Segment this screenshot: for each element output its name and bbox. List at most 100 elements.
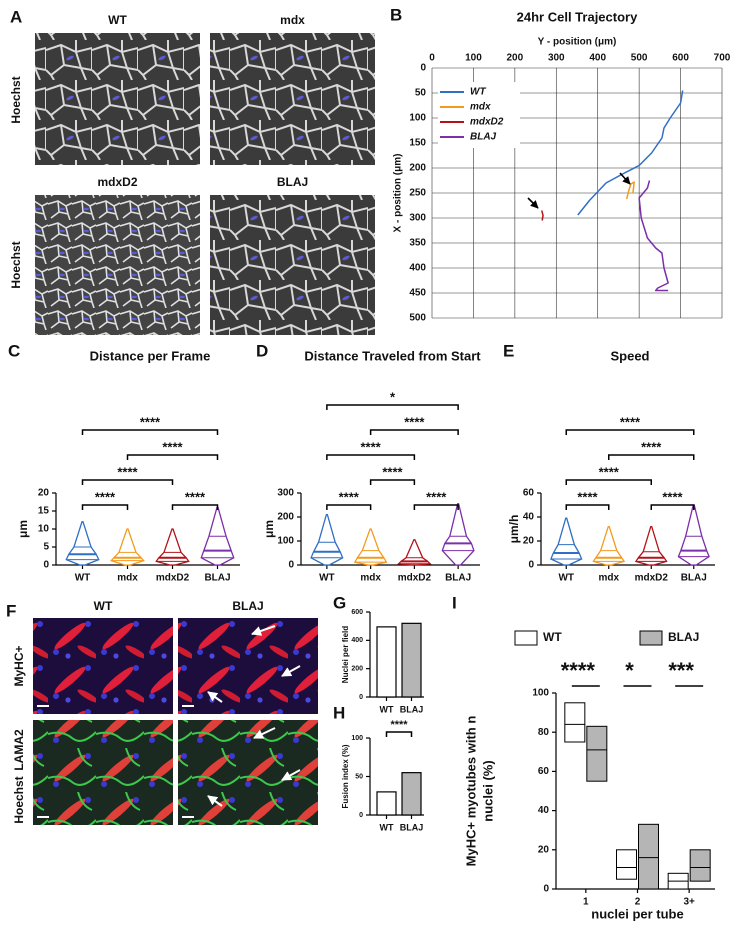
y-tick-label: 300 bbox=[409, 213, 426, 224]
y-tick-label: 0 bbox=[528, 560, 534, 571]
arrow bbox=[527, 197, 539, 209]
x-tick-label: WT bbox=[75, 573, 91, 584]
violin bbox=[592, 525, 626, 566]
legend-label: mdxD2 bbox=[470, 117, 504, 128]
significance-label: *** bbox=[668, 658, 694, 683]
legend-swatch bbox=[514, 630, 538, 646]
legend-label: WT bbox=[543, 630, 562, 644]
significance-bracket bbox=[608, 454, 695, 460]
x-tick-label: WT bbox=[319, 573, 335, 584]
y-tick-label: 80 bbox=[538, 727, 550, 738]
significance-label: **** bbox=[361, 439, 382, 454]
y-tick-label: 5 bbox=[43, 542, 49, 553]
significance-bracket bbox=[81, 504, 129, 510]
y-tick-label: 400 bbox=[351, 637, 363, 644]
significance-label: **** bbox=[117, 464, 138, 479]
y-tick-label: 50 bbox=[355, 773, 363, 780]
panel-letter: B bbox=[390, 5, 402, 24]
significance-label: **** bbox=[390, 719, 408, 731]
significance-label: **** bbox=[185, 489, 206, 504]
significance-label: **** bbox=[577, 489, 598, 504]
floating-bar bbox=[564, 702, 586, 743]
microscopy-image bbox=[35, 33, 200, 165]
chart-title: Distance per Frame bbox=[90, 348, 211, 363]
y-tick-label: 300 bbox=[277, 488, 294, 499]
x-tick-label: WT bbox=[558, 573, 574, 584]
x-tick-label: WT bbox=[380, 822, 394, 832]
panel-letter: C bbox=[8, 341, 20, 360]
significance-label: **** bbox=[561, 658, 596, 683]
violin bbox=[65, 521, 100, 566]
y-tick-label: 200 bbox=[409, 163, 426, 174]
x-tick-label: 300 bbox=[548, 53, 565, 64]
scale-bar bbox=[182, 705, 194, 707]
significance-bracket bbox=[565, 504, 610, 510]
panel-letter: D bbox=[256, 341, 268, 360]
x-tick-label: 400 bbox=[589, 53, 606, 64]
y-tick-label: 0 bbox=[543, 884, 549, 895]
legend-label: BLAJ bbox=[470, 132, 497, 143]
y-tick-label: 20 bbox=[538, 844, 550, 855]
x-tick-label: mdx bbox=[598, 573, 619, 584]
fluorescence-image bbox=[33, 618, 173, 714]
y-tick-label: 200 bbox=[277, 512, 294, 523]
y-axis-label: μm/h bbox=[507, 515, 521, 544]
arrows-b bbox=[527, 172, 631, 209]
violin bbox=[677, 504, 710, 566]
y-tick-label: 60 bbox=[538, 766, 550, 777]
violin bbox=[155, 528, 190, 566]
panel-letter: F bbox=[6, 601, 16, 620]
legend-label: mdx bbox=[470, 102, 491, 113]
significance-bracket bbox=[369, 479, 416, 485]
floating-bar bbox=[586, 725, 608, 782]
chart-title: 24hr Cell Trajectory bbox=[517, 9, 638, 24]
significance-bracket bbox=[413, 504, 459, 510]
y-tick-label: 20 bbox=[38, 488, 50, 499]
image-title: BLAJ bbox=[277, 175, 308, 189]
trajectory bbox=[625, 181, 635, 200]
legend-label: BLAJ bbox=[668, 630, 699, 644]
scale-bar bbox=[37, 705, 49, 707]
x-tick-label: BLAJ bbox=[204, 573, 230, 584]
y-tick-label: 0 bbox=[288, 560, 294, 571]
significance-label: **** bbox=[426, 489, 447, 504]
x-tick-label: 0 bbox=[429, 53, 435, 64]
y-tick-label: 450 bbox=[409, 288, 426, 299]
bar bbox=[401, 622, 422, 698]
image-title: WT bbox=[108, 13, 127, 27]
panel-letter: G bbox=[333, 593, 346, 612]
y-tick-label: 200 bbox=[351, 666, 363, 673]
significance-label: **** bbox=[662, 489, 683, 504]
stain-label: Hoechst bbox=[12, 776, 26, 823]
y-axis-label: μm bbox=[262, 520, 276, 538]
x-tick-label: 500 bbox=[631, 53, 648, 64]
bar bbox=[401, 772, 422, 816]
significance-bracket bbox=[81, 429, 219, 435]
arrow bbox=[207, 691, 223, 703]
floating-bar bbox=[616, 849, 637, 880]
significance-label: * bbox=[390, 389, 396, 404]
image-title: mdxD2 bbox=[97, 175, 137, 189]
violin bbox=[353, 528, 388, 566]
violin bbox=[634, 525, 668, 566]
column-title: WT bbox=[94, 599, 113, 613]
significance-bracket bbox=[81, 479, 174, 485]
x-tick-label: BLAJ bbox=[445, 573, 471, 584]
x-tick-label: 100 bbox=[465, 53, 482, 64]
x-tick-label: 600 bbox=[672, 53, 689, 64]
y-tick-label: 100 bbox=[277, 536, 294, 547]
significance-bracket bbox=[326, 404, 459, 410]
x-tick-label: BLAJ bbox=[400, 704, 424, 714]
y-tick-label: 0 bbox=[359, 694, 363, 701]
chart-title: Speed bbox=[610, 348, 649, 363]
image-title: mdx bbox=[280, 13, 305, 27]
significance-bracket bbox=[326, 454, 416, 460]
legend-swatch bbox=[639, 630, 663, 646]
y-tick-label: 15 bbox=[38, 506, 50, 517]
microscopy-image bbox=[210, 33, 375, 165]
significance-bracket bbox=[326, 504, 372, 510]
stain-label: MyHC+ bbox=[12, 645, 26, 686]
x-tick-label: BLAJ bbox=[681, 573, 707, 584]
violin bbox=[441, 503, 475, 566]
